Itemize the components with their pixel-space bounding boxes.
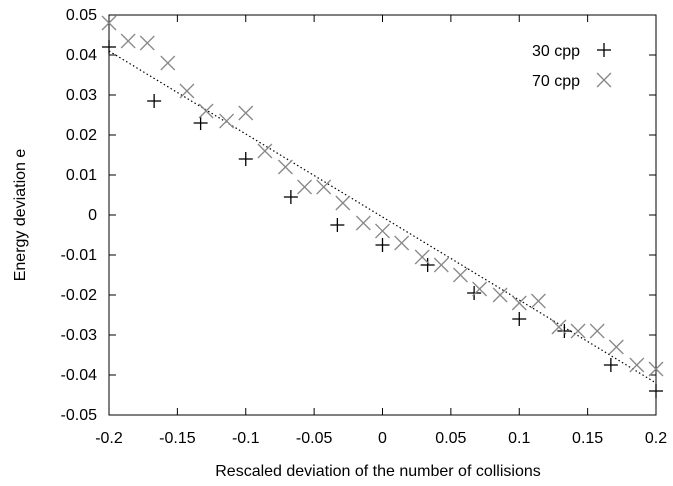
data-point xyxy=(335,195,351,211)
y-axis-label: Energy deviation e xyxy=(12,149,29,282)
data-point xyxy=(375,223,390,239)
data-point xyxy=(433,257,449,273)
legend-marker xyxy=(597,43,611,57)
series xyxy=(101,15,664,398)
data-point xyxy=(557,324,572,338)
data-point xyxy=(530,293,546,309)
data-point xyxy=(589,323,605,339)
data-point xyxy=(472,281,488,297)
data-point xyxy=(570,323,586,339)
y-tick-label: -0.03 xyxy=(61,327,98,344)
x-tick-label: -0.1 xyxy=(232,430,260,447)
x-tick-label: 0.2 xyxy=(645,430,667,447)
data-point xyxy=(512,312,527,326)
data-point xyxy=(297,179,313,195)
data-point xyxy=(467,286,482,300)
y-tick-label: 0.01 xyxy=(66,167,97,184)
x-tick-label: 0 xyxy=(378,430,387,447)
data-point xyxy=(120,33,136,49)
data-point xyxy=(551,319,567,335)
data-point xyxy=(283,190,298,204)
data-point xyxy=(355,215,371,231)
data-point xyxy=(147,94,162,108)
y-tick-label: 0.03 xyxy=(66,87,97,104)
data-point xyxy=(277,159,293,175)
data-point xyxy=(238,105,254,121)
legend-label: 70 cpp xyxy=(532,73,580,90)
data-point xyxy=(649,384,663,398)
data-point xyxy=(452,267,468,283)
x-tick-label: 0.1 xyxy=(508,430,530,447)
data-point xyxy=(414,249,430,265)
data-point xyxy=(179,83,195,99)
data-point xyxy=(101,15,117,31)
data-point xyxy=(420,258,435,272)
legend: 30 cpp 70 cpp xyxy=(532,43,612,90)
fit-line xyxy=(108,50,657,384)
x-axis: -0.2 -0.15 -0.1 -0.05 0 0.05 0.1 0.15 0.2 xyxy=(95,15,667,447)
x-tick-label: 0.15 xyxy=(572,430,603,447)
data-point xyxy=(193,116,208,130)
data-point xyxy=(603,358,618,372)
y-axis: -0.05 -0.04 -0.03 -0.02 -0.01 0 0.01 0.02 0.03 0.… xyxy=(61,7,656,424)
data-point xyxy=(257,143,273,159)
y-tick-label: 0.02 xyxy=(66,127,97,144)
data-point xyxy=(330,218,345,232)
x-tick-label: 0.05 xyxy=(435,430,466,447)
data-point xyxy=(375,238,390,252)
data-point xyxy=(629,357,645,373)
fit-line-path xyxy=(108,50,657,384)
y-tick-label: -0.05 xyxy=(61,407,98,424)
data-point xyxy=(492,287,508,303)
legend-marker xyxy=(596,72,612,88)
data-point xyxy=(394,235,410,251)
y-tick-label: 0.05 xyxy=(66,7,97,24)
data-point xyxy=(238,152,253,166)
x-axis-label: Rescaled deviation of the number of coll… xyxy=(215,463,541,480)
y-tick-label: 0.04 xyxy=(66,47,97,64)
data-point xyxy=(608,339,624,355)
data-point xyxy=(219,113,235,129)
x-tick-label: -0.2 xyxy=(95,430,123,447)
data-point xyxy=(102,40,116,54)
y-tick-label: 0 xyxy=(88,207,97,224)
y-tick-label: -0.04 xyxy=(61,367,98,384)
data-point xyxy=(139,35,155,51)
y-tick-label: -0.01 xyxy=(61,247,98,264)
data-point xyxy=(648,361,664,377)
data-point xyxy=(160,55,176,71)
y-tick-label: -0.02 xyxy=(61,287,98,304)
data-point xyxy=(511,295,527,311)
x-tick-label: -0.05 xyxy=(296,430,333,447)
data-point xyxy=(198,103,214,119)
series-30-cpp xyxy=(102,40,663,398)
series-70-cpp xyxy=(101,15,664,377)
x-tick-label: -0.15 xyxy=(159,430,196,447)
legend-label: 30 cpp xyxy=(532,43,580,60)
data-point xyxy=(316,179,332,195)
